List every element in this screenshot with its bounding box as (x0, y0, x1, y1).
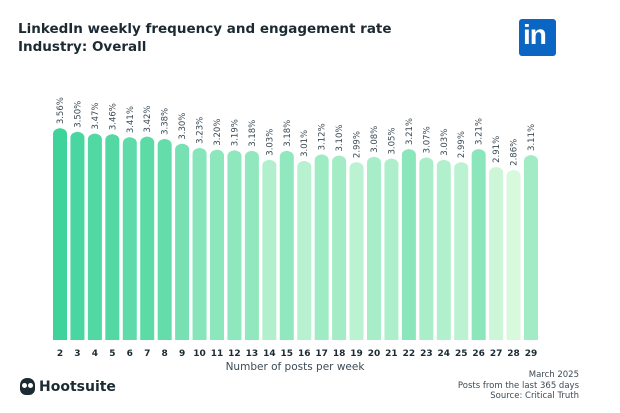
bar (454, 162, 469, 340)
x-tick-label: 9 (179, 349, 185, 359)
x-tick-label: 24 (438, 349, 451, 359)
data-label: 3.08% (370, 126, 380, 153)
x-tick-label: 6 (127, 349, 133, 359)
data-label: 3.07% (422, 126, 432, 153)
x-tick-label: 13 (246, 349, 259, 359)
bar (401, 149, 416, 340)
owl-icon (20, 378, 35, 395)
bar (489, 166, 504, 340)
footer-note: Posts from the last 365 days (457, 380, 579, 391)
linkedin-logo: in (519, 19, 556, 56)
x-tick-label: 22 (403, 349, 416, 359)
footer-date: March 2025 (528, 370, 579, 380)
brand-name: Hootsuite (39, 378, 116, 395)
data-label: 2.99% (457, 131, 467, 158)
x-tick-label: 23 (420, 349, 433, 359)
data-label: 3.30% (178, 113, 188, 140)
bar (297, 160, 312, 340)
x-tick-label: 10 (193, 349, 206, 359)
data-label: 3.20% (213, 119, 223, 146)
data-label: 2.99% (353, 131, 363, 158)
chart-title: LinkedIn weekly frequency and engagement… (18, 21, 392, 37)
x-tick-label: 12 (228, 349, 241, 359)
data-label: 3.50% (73, 101, 83, 128)
bar (367, 156, 381, 340)
x-tick-label: 27 (490, 349, 503, 359)
x-tick-label: 15 (281, 349, 294, 359)
data-label: 3.38% (161, 108, 171, 135)
x-axis-label: Number of posts per week (226, 361, 366, 373)
bar (192, 147, 207, 340)
bar (105, 134, 120, 340)
data-label: 3.10% (335, 125, 345, 152)
linkedin-icon: in (523, 19, 547, 50)
data-label: 3.05% (387, 128, 397, 155)
x-tick-label: 8 (162, 349, 168, 359)
footer-source: Source: Critical Truth (490, 391, 579, 401)
bar (506, 169, 521, 340)
hootsuite-logo: Hootsuite (20, 378, 116, 395)
x-tick-label: 26 (472, 349, 485, 359)
bar (122, 137, 137, 340)
bar (175, 143, 190, 340)
data-label: 3.21% (405, 118, 415, 145)
data-label: 3.41% (126, 106, 136, 133)
chart-subtitle: Industry: Overall (18, 39, 147, 55)
x-tick-label: 7 (144, 349, 150, 359)
data-label: 3.21% (475, 118, 485, 145)
bar (332, 155, 347, 340)
bar (157, 138, 172, 340)
bar (419, 157, 434, 340)
data-label: 3.12% (318, 123, 328, 150)
x-tick-label: 5 (109, 349, 115, 359)
data-label: 3.46% (108, 103, 118, 130)
bar (87, 133, 102, 340)
x-tick-label: 29 (525, 349, 538, 359)
bar (314, 154, 329, 340)
bar (279, 150, 294, 340)
data-label: 3.01% (300, 130, 310, 157)
x-tick-label: 20 (368, 349, 381, 359)
data-label: 2.86% (510, 139, 520, 166)
bar (210, 149, 224, 340)
bar (140, 136, 155, 340)
x-tick-label: 3 (74, 349, 80, 359)
data-label: 3.11% (527, 124, 537, 151)
data-label: 3.47% (91, 103, 101, 130)
x-tick-label: 28 (507, 349, 520, 359)
x-tick-label: 21 (385, 349, 398, 359)
x-tick-label: 19 (350, 349, 363, 359)
bar (262, 159, 277, 340)
data-label: 3.19% (230, 119, 240, 146)
data-label: 3.23% (196, 117, 206, 144)
footer-notes: March 2025 Posts from the last 365 days … (458, 370, 579, 402)
bar (436, 159, 451, 340)
bar (70, 131, 85, 340)
bar (53, 128, 67, 340)
data-label: 3.42% (143, 105, 153, 132)
data-label: 2.91% (492, 136, 502, 163)
x-tick-label: 11 (211, 349, 224, 359)
bar (471, 149, 486, 340)
bar (384, 158, 399, 340)
data-label: 3.18% (248, 120, 258, 147)
data-label: 3.56% (56, 97, 66, 124)
data-label: 3.03% (440, 129, 450, 156)
bar (524, 154, 538, 340)
x-tick-label: 17 (315, 349, 328, 359)
x-tick-label: 18 (333, 349, 346, 359)
bar (244, 150, 259, 340)
bar (349, 162, 364, 340)
x-tick-label: 2 (57, 349, 63, 359)
x-tick-label: 16 (298, 349, 311, 359)
data-label: 3.03% (265, 129, 275, 156)
x-tick-label: 14 (263, 349, 276, 359)
bar (227, 150, 242, 340)
data-label: 3.18% (283, 120, 293, 147)
x-tick-label: 4 (92, 349, 98, 359)
x-tick-label: 25 (455, 349, 468, 359)
